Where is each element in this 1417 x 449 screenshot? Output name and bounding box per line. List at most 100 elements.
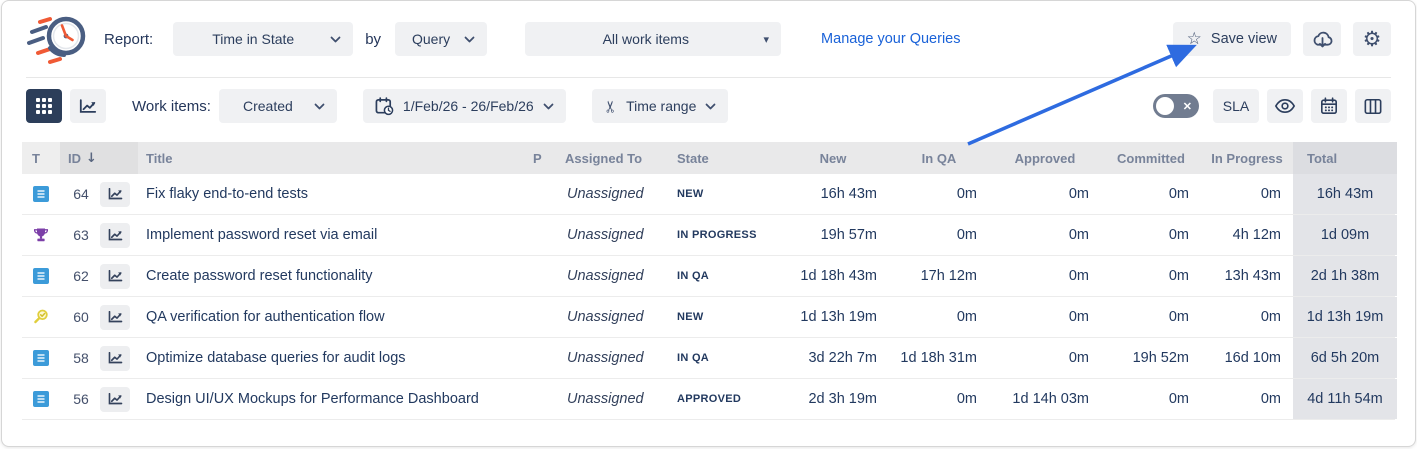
- table-row[interactable]: 60 QA verification for authentication fl…: [22, 297, 1397, 338]
- work-item-type-icon-backlog-item: [33, 186, 49, 202]
- time-in-qa-cell: 0m: [956, 186, 977, 202]
- priority-cell: [525, 256, 557, 296]
- work-item-id: 56: [73, 391, 89, 407]
- time-range-button[interactable]: ✂ Time range: [591, 89, 729, 123]
- col-header-new[interactable]: New: [777, 142, 889, 174]
- table-row[interactable]: 62 Create password reset functionality U…: [22, 256, 1397, 297]
- time-approved-cell: 0m: [1068, 309, 1089, 325]
- col-header-approved[interactable]: Approved: [989, 142, 1101, 174]
- time-total-cell: 6d 5h 20m: [1293, 338, 1397, 378]
- work-item-title[interactable]: QA verification for authentication flow: [146, 309, 385, 325]
- triangle-down-icon: ▾: [763, 32, 770, 46]
- date-range-button[interactable]: 1/Feb/26 - 26/Feb/26: [362, 89, 566, 123]
- priority-cell: [525, 338, 557, 378]
- query-scope-value: All work items: [602, 31, 689, 47]
- save-view-button[interactable]: ☆ Save view: [1172, 22, 1291, 56]
- chevron-down-icon: [314, 103, 325, 109]
- columns-button[interactable]: [1355, 89, 1391, 123]
- toolbar: Work items: Created 1/Feb/26 - 26/Feb/26…: [2, 78, 1415, 134]
- query-scope-dropdown[interactable]: All work items ▾: [525, 22, 782, 56]
- col-header-total[interactable]: Total: [1293, 142, 1397, 174]
- report-type-dropdown[interactable]: Time in State: [173, 22, 354, 56]
- state-cell: IN QA: [677, 352, 710, 364]
- manage-queries-link[interactable]: Manage your Queries: [821, 31, 961, 47]
- grid-icon: [36, 98, 52, 114]
- time-total-cell: 4d 11h 54m: [1293, 379, 1397, 419]
- table-row[interactable]: 58 Optimize database queries for audit l…: [22, 338, 1397, 379]
- time-new-cell: 16h 43m: [820, 186, 877, 202]
- row-chart-button[interactable]: [100, 345, 130, 371]
- work-item-title[interactable]: Optimize database queries for audit logs: [146, 350, 406, 366]
- row-chart-button[interactable]: [100, 263, 130, 289]
- work-items-value: Created: [243, 98, 293, 114]
- time-in-qa-cell: 1d 18h 31m: [900, 350, 977, 366]
- sla-label: SLA: [1222, 98, 1250, 114]
- time-total-cell: 16h 43m: [1293, 174, 1397, 214]
- table-row[interactable]: 56 Design UI/UX Mockups for Performance …: [22, 379, 1397, 420]
- assigned-to-cell: Unassigned: [567, 186, 644, 202]
- assigned-to-cell: Unassigned: [567, 268, 644, 284]
- table-row[interactable]: 63 Implement password reset via email Un…: [22, 215, 1397, 256]
- col-header-priority[interactable]: P: [525, 142, 557, 174]
- group-by-dropdown[interactable]: Query: [395, 22, 488, 56]
- time-in-progress-cell: 0m: [1260, 186, 1281, 202]
- row-chart-button[interactable]: [100, 181, 130, 207]
- work-item-title[interactable]: Create password reset functionality: [146, 268, 373, 284]
- visibility-button[interactable]: [1267, 89, 1303, 123]
- line-chart-icon: [108, 352, 122, 364]
- col-header-title[interactable]: Title: [138, 142, 525, 174]
- sla-button[interactable]: SLA: [1213, 89, 1259, 123]
- col-header-committed[interactable]: Committed: [1101, 142, 1201, 174]
- work-item-id: 58: [73, 350, 89, 366]
- work-items-dropdown[interactable]: Created: [218, 89, 337, 123]
- col-header-assigned-to[interactable]: Assigned To: [557, 142, 669, 174]
- chevron-down-icon: [464, 36, 475, 42]
- line-chart-icon: [79, 98, 97, 113]
- table-row[interactable]: 64 Fix flaky end-to-end tests Unassigned…: [22, 174, 1397, 215]
- settings-button[interactable]: ⚙: [1353, 22, 1391, 56]
- id-cell: 62: [60, 256, 138, 296]
- report-type-value: Time in State: [212, 31, 295, 47]
- id-cell: 64: [60, 174, 138, 214]
- grid-view-button[interactable]: [26, 89, 62, 123]
- work-items-label: Work items:: [132, 97, 211, 115]
- time-new-cell: 19h 57m: [820, 227, 877, 243]
- time-in-qa-cell: 0m: [956, 227, 977, 243]
- gear-icon: ⚙: [1362, 26, 1382, 51]
- scissors-icon: ✂: [600, 99, 620, 113]
- header-divider: [26, 77, 1391, 78]
- row-chart-button[interactable]: [100, 304, 130, 330]
- time-new-cell: 3d 22h 7m: [808, 350, 877, 366]
- work-item-title[interactable]: Implement password reset via email: [146, 227, 378, 243]
- work-item-title[interactable]: Design UI/UX Mockups for Performance Das…: [146, 391, 479, 407]
- time-approved-cell: 0m: [1068, 350, 1089, 366]
- col-header-in-progress[interactable]: In Progress: [1201, 142, 1293, 174]
- id-cell: 58: [60, 338, 138, 378]
- col-header-in-qa[interactable]: In QA: [889, 142, 989, 174]
- sla-toggle[interactable]: ✕: [1153, 94, 1199, 118]
- work-item-type-icon-feature: [33, 227, 49, 243]
- star-icon: ☆: [1186, 28, 1202, 49]
- time-committed-cell: 0m: [1168, 227, 1189, 243]
- work-item-type-icon-backlog-item: [33, 391, 49, 407]
- export-button[interactable]: [1303, 22, 1341, 56]
- chart-view-button[interactable]: [70, 89, 106, 123]
- work-item-type-icon-backlog-item: [33, 350, 49, 366]
- type-cell: [22, 215, 60, 255]
- col-header-id[interactable]: ID ↓: [60, 142, 138, 174]
- row-chart-button[interactable]: [100, 222, 130, 248]
- work-item-title[interactable]: Fix flaky end-to-end tests: [146, 186, 308, 202]
- line-chart-icon: [108, 188, 122, 200]
- time-in-progress-cell: 0m: [1260, 309, 1281, 325]
- speeding-clock-logo: [27, 16, 86, 64]
- by-label: by: [365, 30, 382, 48]
- col-header-type[interactable]: T: [22, 142, 60, 174]
- assigned-to-cell: Unassigned: [567, 309, 644, 325]
- state-cell: APPROVED: [677, 393, 742, 405]
- time-new-cell: 2d 3h 19m: [808, 391, 877, 407]
- row-chart-button[interactable]: [100, 386, 130, 412]
- calendar-button[interactable]: [1311, 89, 1347, 123]
- line-chart-icon: [108, 270, 122, 282]
- col-header-state[interactable]: State: [669, 142, 777, 174]
